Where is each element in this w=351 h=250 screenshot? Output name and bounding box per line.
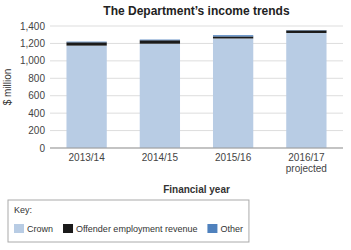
y-tick-label: 600	[28, 90, 45, 101]
bar-segment	[66, 41, 106, 43]
legend-entry: Crown	[27, 224, 53, 234]
x-axis-label: Financial year	[163, 184, 230, 195]
grid	[50, 26, 343, 148]
x-tick-label: 2016/17projected	[286, 152, 327, 174]
x-tick-label: 2015/16	[215, 152, 252, 163]
bar-segment	[286, 30, 326, 33]
y-tick-label: 200	[28, 125, 45, 136]
x-tick-label: 2013/14	[69, 152, 106, 163]
y-tick-label: 1,200	[20, 38, 45, 49]
y-tick-label: 400	[28, 108, 45, 119]
legend-swatch	[207, 224, 217, 233]
legend-box	[8, 200, 249, 242]
bar-segment	[213, 38, 253, 148]
legend: Key: Crown Offender employment revenue Othe…	[8, 200, 249, 242]
bar-segment	[213, 36, 253, 38]
grid-line	[50, 26, 343, 27]
bars	[66, 30, 326, 148]
bar-segment	[286, 30, 326, 31]
chart: The Department’s income trends 0 200 400 600…	[0, 0, 351, 250]
y-tick-label: 1,000	[20, 55, 45, 66]
legend-entry: Other	[220, 224, 243, 234]
x-tick-label: 2014/15	[142, 152, 179, 163]
y-tick-label: 1,400	[20, 21, 45, 32]
bar-segment	[66, 46, 106, 148]
y-tick-label: 800	[28, 73, 45, 84]
bar-segment	[140, 40, 180, 43]
legend-title: Key:	[14, 205, 32, 215]
bar-segment	[140, 39, 180, 41]
bar-segment	[286, 33, 326, 148]
bar-segment	[66, 42, 106, 45]
bar-segment	[213, 35, 253, 36]
bar-segment	[140, 44, 180, 148]
y-axis-label: $ million	[2, 69, 13, 106]
y-tick-label: 0	[39, 143, 45, 154]
legend-swatch	[63, 224, 73, 233]
grid-line	[50, 148, 343, 149]
legend-entry: Offender employment revenue	[76, 224, 197, 234]
title: The Department’s income trends	[103, 4, 290, 18]
x-axis-line	[50, 148, 343, 149]
legend-swatch	[14, 224, 24, 233]
